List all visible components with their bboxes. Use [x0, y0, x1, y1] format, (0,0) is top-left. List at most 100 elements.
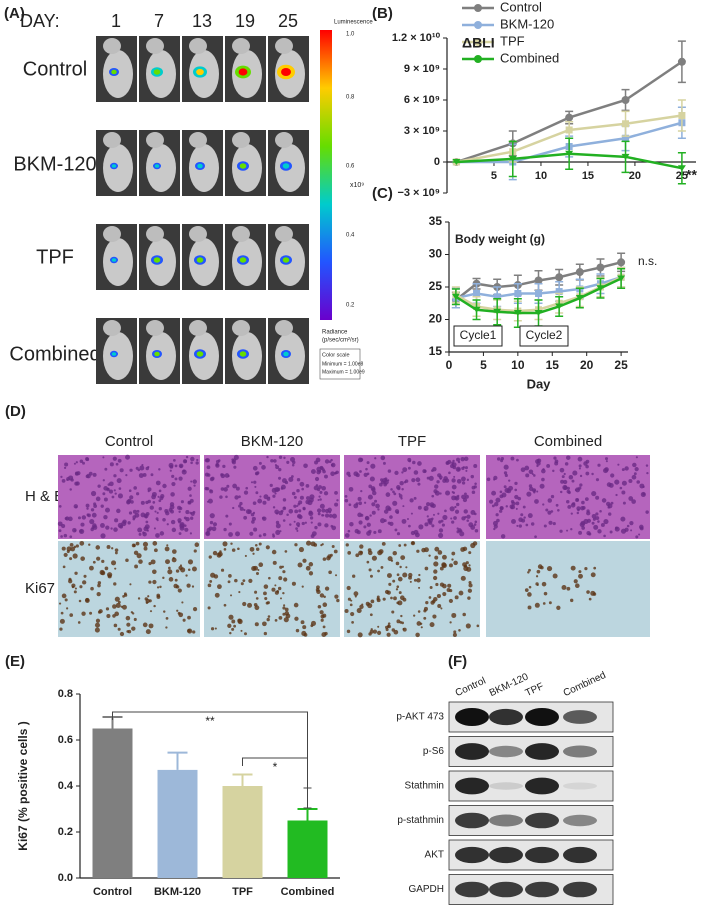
cell: [187, 486, 192, 491]
cell: [138, 559, 143, 564]
cell: [527, 571, 530, 574]
cell: [391, 610, 395, 614]
cell: [190, 516, 194, 520]
cell: [367, 548, 372, 553]
cell: [432, 513, 435, 516]
cell: [387, 556, 393, 562]
cell: [180, 500, 184, 504]
cell: [442, 514, 448, 520]
cell: [415, 477, 421, 483]
cell: [330, 458, 333, 462]
cell: [503, 471, 508, 475]
cell: [278, 476, 282, 480]
marker: [575, 295, 584, 302]
y-tick-label: 3 × 10⁹: [404, 125, 440, 137]
cell: [440, 519, 444, 523]
band: [455, 777, 489, 795]
cell: [621, 480, 627, 486]
cell: [516, 458, 519, 462]
cell: [535, 575, 539, 578]
cell: [302, 625, 307, 630]
cell: [186, 583, 191, 588]
cell: [109, 481, 114, 487]
cell: [450, 517, 453, 520]
cell: [325, 513, 330, 518]
y-tick-label: 0: [434, 156, 440, 168]
marker: [535, 290, 542, 297]
cell: [238, 590, 241, 594]
cell: [389, 515, 393, 519]
cell: [263, 591, 267, 596]
cell: [164, 509, 169, 514]
cell: [568, 475, 574, 480]
cell: [576, 506, 581, 511]
cell: [579, 483, 583, 487]
cell: [464, 492, 467, 496]
cell: [387, 622, 391, 625]
cell: [279, 597, 282, 600]
cell: [380, 478, 384, 482]
day-label: DAY:: [20, 11, 60, 31]
cell: [274, 619, 278, 622]
cell: [237, 618, 243, 625]
cell: [228, 522, 232, 526]
cell: [418, 573, 421, 577]
cell: [586, 590, 590, 594]
cell: [359, 544, 364, 549]
cell: [142, 541, 149, 547]
cell: [491, 504, 495, 508]
cell: [148, 580, 152, 584]
cell: [455, 466, 461, 472]
cell: [591, 491, 597, 497]
cell: [171, 549, 177, 554]
cycle-label: Cycle1: [460, 328, 497, 342]
cell: [392, 579, 396, 583]
cell: [119, 524, 124, 529]
cell: [126, 622, 131, 627]
signal-core: [283, 351, 289, 357]
cell: [474, 482, 477, 486]
band: [525, 743, 559, 760]
cell: [116, 508, 121, 514]
cell: [211, 526, 217, 532]
color-scale-box: [319, 348, 361, 380]
cell: [98, 609, 103, 614]
cell: [176, 609, 179, 612]
cell: [439, 582, 445, 587]
cell: [320, 614, 325, 619]
cell: [247, 602, 253, 608]
cell: [460, 456, 465, 462]
cell: [217, 459, 221, 462]
cell: [396, 585, 400, 588]
marker: [596, 263, 605, 272]
cell: [296, 529, 299, 532]
cell: [525, 523, 529, 527]
cell: [586, 518, 592, 523]
cell: [632, 462, 637, 468]
mouse-head: [232, 320, 250, 336]
cell: [259, 495, 262, 498]
cell: [323, 595, 326, 599]
cell: [162, 517, 166, 522]
cell: [535, 582, 539, 586]
cell: [402, 572, 408, 578]
cell: [149, 505, 154, 510]
cell: [316, 508, 322, 513]
cell: [282, 606, 286, 610]
cell: [567, 490, 571, 495]
cycle-label: Cycle2: [526, 328, 563, 342]
cell: [258, 562, 264, 568]
cell: [192, 630, 196, 634]
cell: [547, 510, 552, 515]
cell: [307, 499, 313, 506]
cell: [380, 455, 386, 461]
cell: [595, 478, 600, 482]
legend-marker: [474, 4, 482, 12]
cell: [453, 630, 457, 634]
cell: [578, 570, 582, 574]
cell: [592, 592, 597, 596]
cell: [170, 509, 174, 514]
cell: [550, 494, 555, 499]
cell: [77, 621, 81, 624]
cell: [456, 478, 462, 484]
